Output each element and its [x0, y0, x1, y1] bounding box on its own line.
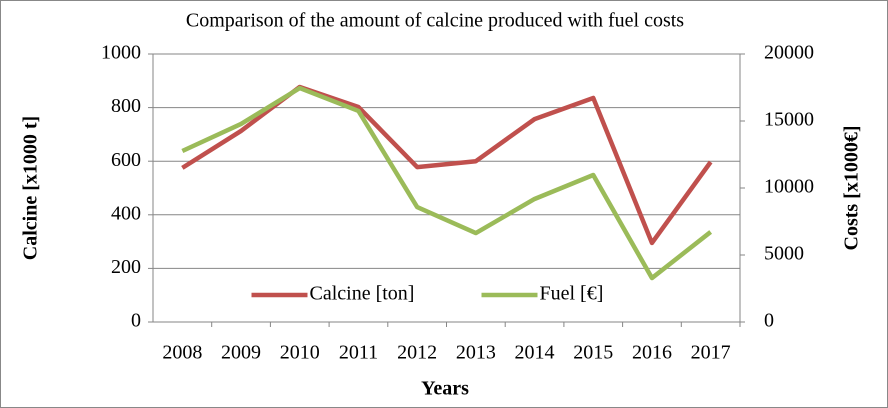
y2-tick-label: 5000 — [764, 243, 804, 265]
x-tick-label: 2010 — [280, 342, 320, 364]
y2-axis-label: Costs [x1000€] — [841, 126, 863, 251]
x-tick-label: 2017 — [691, 342, 731, 364]
x-tick-label: 2013 — [456, 342, 496, 364]
y-tick-label: 600 — [111, 149, 141, 171]
x-tick-label: 2009 — [221, 342, 261, 364]
x-tick-label: 2016 — [632, 342, 672, 364]
y-tick-label: 200 — [111, 256, 141, 278]
y2-tick-label: 0 — [764, 310, 774, 332]
y2-tick-label: 20000 — [764, 42, 814, 64]
chart-title: Comparison of the amount of calcine prod… — [186, 10, 684, 32]
legend-label: Fuel [€] — [540, 283, 604, 305]
x-tick-label: 2015 — [573, 342, 613, 364]
series-line — [181, 85, 713, 281]
legend-label: Calcine [ton] — [310, 283, 415, 305]
x-tick-label: 2012 — [397, 342, 437, 364]
x-tick-label: 2011 — [339, 342, 378, 364]
x-axis-label: Years — [421, 378, 469, 400]
x-tick-label: 2014 — [515, 342, 555, 364]
y-tick-label: 1000 — [101, 42, 141, 64]
y2-tick-label: 15000 — [764, 109, 814, 131]
y2-tick-label: 10000 — [764, 176, 814, 198]
y-tick-label: 800 — [111, 95, 141, 117]
y-axis-label: Calcine [x1000 t] — [20, 116, 42, 260]
x-tick-label: 2008 — [162, 342, 202, 364]
series-line — [181, 84, 713, 246]
y-tick-label: 400 — [111, 202, 141, 224]
y-tick-label: 0 — [131, 310, 141, 332]
